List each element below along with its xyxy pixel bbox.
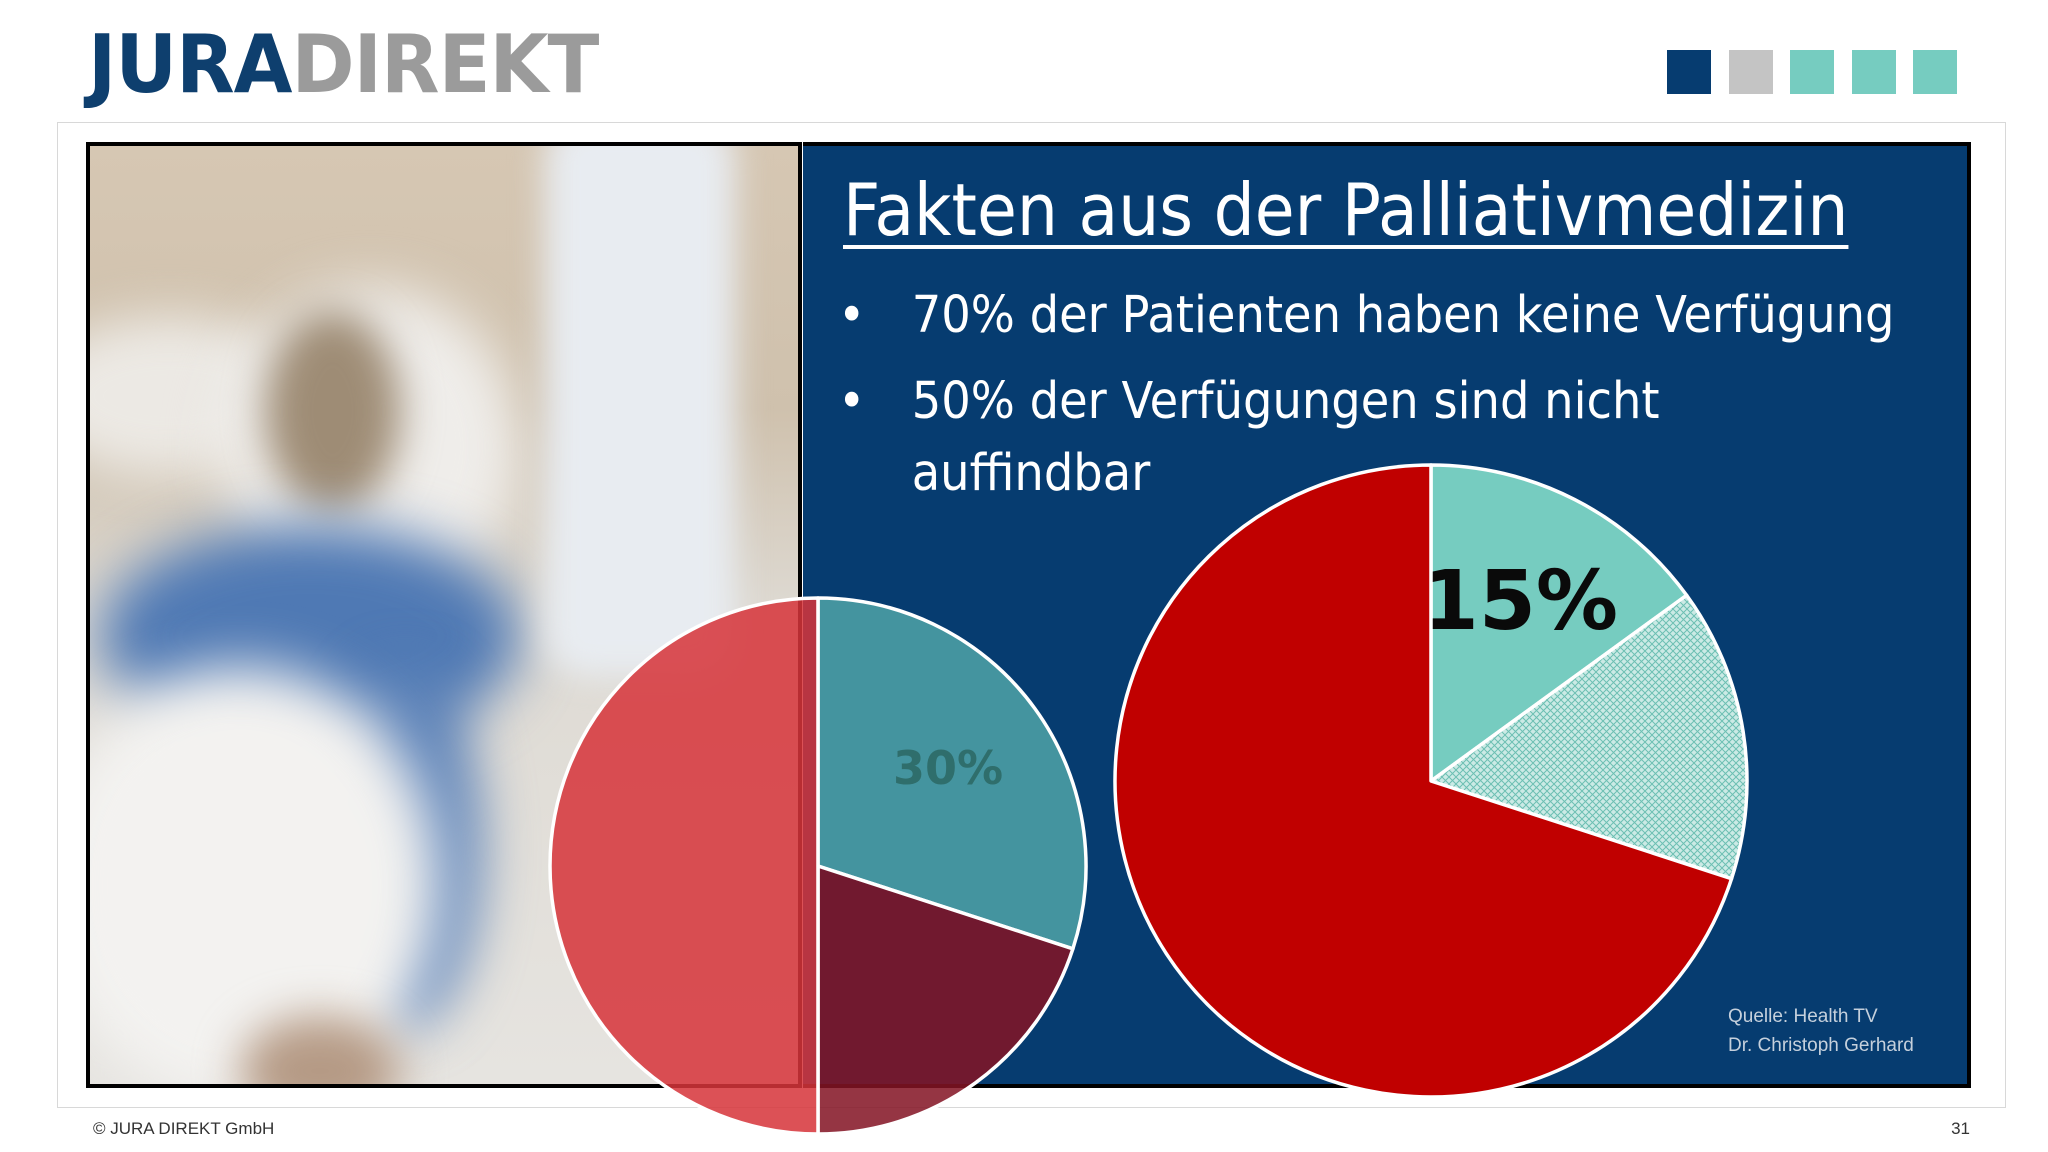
pie-chart-large: 15%: [1113, 463, 1749, 1099]
decoration-square: [1790, 50, 1834, 94]
decoration-square: [1728, 50, 1773, 94]
page-number: 31: [1951, 1119, 1970, 1138]
pie-slice: [548, 596, 820, 1136]
source-line: Dr. Christoph Gerhard: [1728, 1035, 1914, 1056]
bullet-text: 70% der Patienten haben keine Verfügung: [911, 286, 1895, 345]
source-note: Quelle: Health TV Dr. Christoph Gerhard: [1728, 1002, 1914, 1060]
bullet-symbol: •: [838, 286, 866, 345]
pie-chart-small: 30%: [548, 596, 1088, 1136]
decoration-square: [1913, 50, 1957, 94]
pie-slice: [1113, 463, 1734, 1099]
slide-title: Fakten aus der Palliativmedizin: [843, 168, 1849, 252]
content-frame: [57, 122, 2006, 1108]
bullet-text: 50% der Verfügungen sind nicht: [911, 372, 1660, 431]
juradirekt-logo: JURADIREKT: [88, 18, 600, 111]
logo-part-direkt: DIREKT: [291, 18, 600, 111]
pie-slice: [816, 596, 1088, 951]
bullet-symbol: •: [838, 372, 866, 431]
decoration-square: [1667, 50, 1711, 94]
footer-copyright: © JURA DIREKT GmbH: [93, 1119, 275, 1138]
source-line: Quelle: Health TV: [1728, 1006, 1878, 1027]
pie-slice-label: 30%: [893, 741, 1003, 795]
pie-slice: [816, 864, 1075, 1136]
bullet-item: • 70% der Patienten haben keine Verfügung: [838, 280, 1894, 352]
pie-slice: [1429, 463, 1689, 783]
pie-slice: [1429, 593, 1749, 881]
logo-part-jura: JURA: [88, 18, 292, 111]
bullet-item: • 50% der Verfügungen sind nicht auffindba…: [838, 366, 1660, 510]
patient-photo: [86, 142, 802, 1088]
bullet-continuation: auffindbar: [911, 444, 1151, 503]
pie-slice-label: 15%: [1422, 554, 1618, 649]
decoration-square: [1851, 50, 1896, 94]
